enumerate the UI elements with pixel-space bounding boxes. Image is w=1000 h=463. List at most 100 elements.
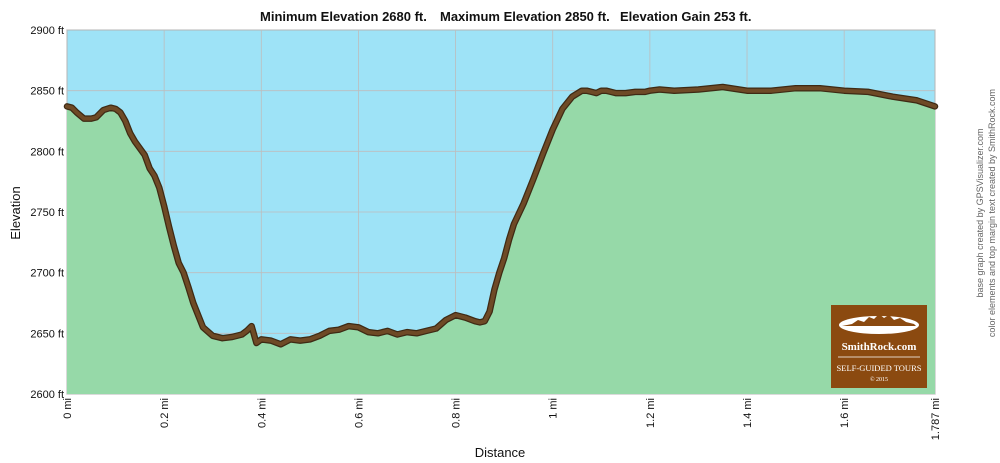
elevation-point bbox=[202, 326, 204, 328]
y-tick-label: 2900 ft bbox=[30, 25, 64, 37]
elevation-point bbox=[892, 96, 894, 98]
elevation-point bbox=[843, 90, 845, 92]
elevation-point bbox=[110, 107, 112, 109]
elevation-point bbox=[552, 128, 554, 131]
x-tick-label: 0.4 mi bbox=[256, 398, 268, 428]
elevation-point bbox=[493, 289, 496, 291]
elevation-area-fill bbox=[67, 87, 935, 394]
logo-brand: SmithRock.com bbox=[842, 341, 917, 353]
elevation-point bbox=[83, 117, 85, 120]
elevation-point bbox=[542, 153, 544, 155]
elevation-point bbox=[124, 120, 126, 122]
y-axis-ticks: 2600 ft 2650 ft 2700 ft 2750 ft 2800 ft 2850 … bbox=[30, 25, 64, 401]
elevation-point bbox=[396, 333, 398, 336]
elevation-point bbox=[192, 302, 194, 304]
elevation-point bbox=[454, 314, 457, 316]
elevation-point bbox=[119, 111, 122, 114]
elevation-point bbox=[270, 340, 272, 342]
elevation-point bbox=[513, 223, 515, 225]
elevation-point bbox=[212, 335, 214, 337]
elevation-point bbox=[255, 342, 258, 344]
elevation-point bbox=[586, 90, 588, 92]
elevation-point bbox=[571, 96, 573, 98]
elevation-point bbox=[318, 335, 321, 337]
elevation-point bbox=[794, 87, 797, 89]
elevation-line-path bbox=[65, 85, 937, 347]
elevation-point bbox=[634, 91, 636, 93]
elevation-point bbox=[916, 99, 918, 101]
elevation-point bbox=[173, 245, 175, 247]
elevation-point bbox=[581, 90, 583, 92]
elevation-point bbox=[90, 117, 92, 120]
elevation-point bbox=[338, 329, 340, 331]
elevation-point bbox=[406, 331, 408, 333]
elevation-point bbox=[503, 257, 505, 259]
x-tick-label: 1.787 mi bbox=[930, 398, 942, 440]
elevation-point bbox=[158, 187, 160, 189]
elevation-point bbox=[595, 92, 598, 94]
elevation-point bbox=[134, 141, 136, 143]
y-tick-label: 2650 ft bbox=[30, 328, 64, 340]
elevation-point bbox=[178, 262, 180, 264]
elevation-point bbox=[328, 330, 330, 332]
elevation-point bbox=[522, 202, 525, 205]
elevation-point bbox=[770, 90, 772, 92]
elevation-point bbox=[697, 88, 700, 91]
elevation-point bbox=[246, 330, 248, 332]
elevation-area bbox=[67, 87, 935, 394]
elevation-point bbox=[76, 111, 78, 114]
elevation-point bbox=[250, 325, 253, 327]
logo-tagline: SELF-GUIDED TOURS bbox=[837, 363, 922, 373]
elevation-point bbox=[168, 225, 170, 228]
elevation-point bbox=[71, 107, 73, 109]
elevation-point bbox=[464, 316, 466, 319]
elevation-point bbox=[144, 154, 146, 156]
title-min-elevation: Minimum Elevation 2680 ft. bbox=[260, 9, 427, 24]
elevation-point bbox=[673, 90, 675, 92]
elevation-point bbox=[386, 330, 389, 332]
x-tick-label: 1 mi bbox=[548, 398, 560, 419]
elevation-point bbox=[357, 326, 360, 328]
elevation-point bbox=[221, 337, 224, 339]
elevation-point bbox=[66, 105, 68, 108]
y-tick-label: 2850 ft bbox=[30, 86, 64, 98]
elevation-point bbox=[722, 86, 724, 88]
y-tick-label: 2600 ft bbox=[30, 389, 64, 401]
elevation-point bbox=[644, 91, 646, 93]
chart-title: Minimum Elevation 2680 ft. Maximum Eleva… bbox=[260, 9, 752, 24]
x-axis-ticks: 0 mi 0.2 mi 0.4 mi 0.6 mi 0.8 mi 1 mi 1.2 mi 1.… bbox=[62, 398, 942, 440]
x-tick-label: 0.6 mi bbox=[353, 398, 365, 428]
elevation-point bbox=[658, 88, 661, 91]
x-tick-label: 0 mi bbox=[62, 398, 74, 419]
elevation-point bbox=[309, 338, 311, 340]
elevation-point bbox=[934, 105, 936, 108]
elevation-point bbox=[435, 327, 437, 330]
elevation-point bbox=[153, 175, 156, 177]
elevation-point bbox=[867, 91, 870, 93]
x-tick-label: 1.4 mi bbox=[742, 398, 754, 428]
title-max-elevation: Maximum Elevation 2850 ft. bbox=[440, 9, 610, 24]
y-tick-label: 2700 ft bbox=[30, 268, 64, 280]
smithrock-logo: SmithRock.com SELF-GUIDED TOURS © 2015 bbox=[831, 305, 927, 388]
elevation-point bbox=[508, 239, 510, 241]
elevation-point bbox=[377, 332, 379, 334]
y-tick-label: 2750 ft bbox=[30, 207, 64, 219]
elevation-point bbox=[102, 109, 105, 111]
elevation-point bbox=[299, 340, 301, 342]
credit-text: base graph created by GPSVisualizer.com … bbox=[975, 89, 997, 337]
elevation-line bbox=[63, 83, 939, 348]
elevation-point bbox=[474, 320, 476, 322]
y-tick-label: 2800 ft bbox=[30, 146, 64, 158]
credit-line-2: color elements and top margin text creat… bbox=[987, 89, 997, 337]
elevation-point bbox=[561, 108, 564, 110]
elevation-point bbox=[615, 92, 617, 94]
elevation-point bbox=[289, 338, 292, 340]
rock-silhouette-icon bbox=[842, 314, 916, 326]
elevation-point bbox=[610, 91, 612, 93]
elevation-point bbox=[416, 332, 418, 334]
elevation-point bbox=[231, 336, 233, 338]
elevation-point bbox=[746, 90, 748, 92]
elevation-point bbox=[624, 92, 627, 94]
title-elevation-gain: Elevation Gain 253 ft. bbox=[620, 9, 752, 24]
